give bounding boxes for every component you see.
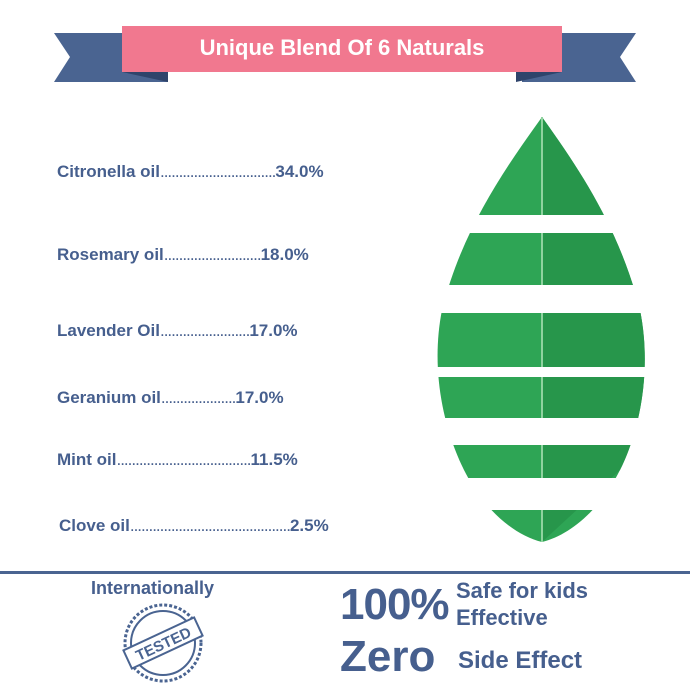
effective: Effective	[456, 605, 548, 630]
ingredient-row: Lavender Oil........................17.0…	[57, 321, 298, 340]
ingredient-row: Mint oil................................…	[57, 450, 298, 469]
zero: Zero	[340, 632, 436, 681]
ingredient-row: Citronella oil..........................…	[57, 162, 324, 181]
ingredient-row: Geranium oil....................17.0%	[57, 388, 284, 407]
divider	[0, 571, 690, 574]
title-banner: Unique Blend Of 6 Naturals	[122, 26, 562, 72]
hundred-percent: 100%	[340, 580, 450, 629]
side-effect: Side Effect	[458, 647, 583, 674]
leaf-icon	[437, 117, 645, 542]
ingredient-row: Clove oil...............................…	[59, 516, 329, 535]
safe-for-kids: Safe for kids	[456, 578, 589, 603]
tested-heading: Internationally	[91, 578, 215, 598]
ingredient-row: Rosemary oil..........................18…	[57, 245, 309, 264]
tested-stamp-icon: TESTED	[122, 603, 204, 683]
